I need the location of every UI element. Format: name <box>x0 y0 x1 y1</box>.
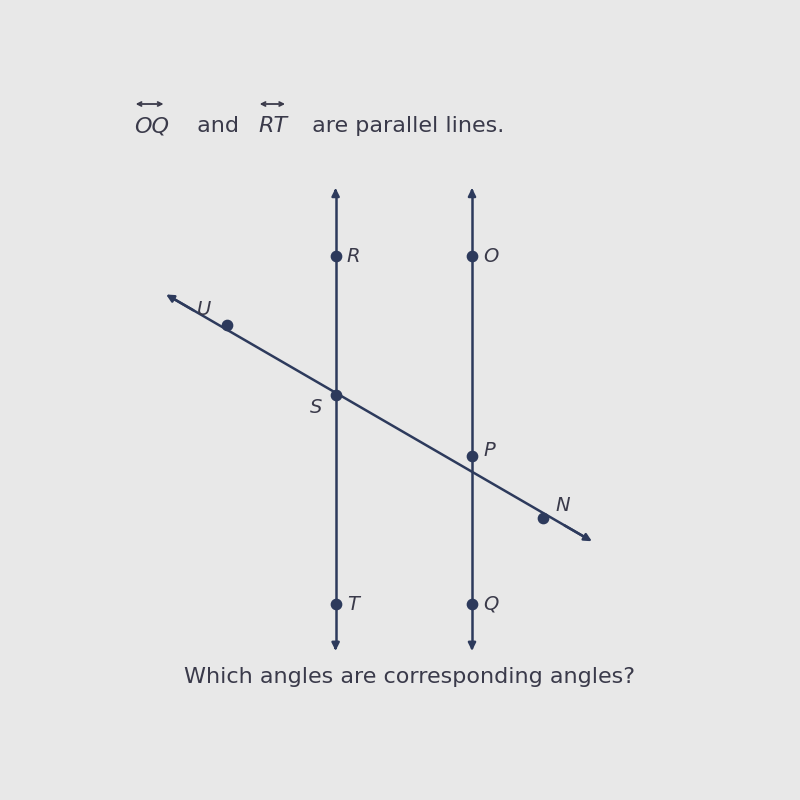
Text: P: P <box>483 441 495 460</box>
Point <box>330 388 342 401</box>
Text: and: and <box>190 116 246 136</box>
Text: Q: Q <box>483 594 498 614</box>
Text: RT: RT <box>258 116 287 136</box>
Text: OQ: OQ <box>134 116 169 136</box>
Text: U: U <box>198 300 211 319</box>
Point <box>466 450 478 462</box>
Point <box>537 511 550 524</box>
Point <box>221 318 234 331</box>
Text: Which angles are corresponding angles?: Which angles are corresponding angles? <box>185 667 635 687</box>
Text: N: N <box>556 496 570 515</box>
Text: S: S <box>310 398 322 417</box>
Point <box>330 250 342 262</box>
Text: are parallel lines.: are parallel lines. <box>305 116 504 136</box>
Point <box>466 250 478 262</box>
Text: T: T <box>346 594 358 614</box>
Text: O: O <box>483 246 498 266</box>
Point <box>330 598 342 610</box>
Point <box>466 598 478 610</box>
Text: R: R <box>346 246 360 266</box>
